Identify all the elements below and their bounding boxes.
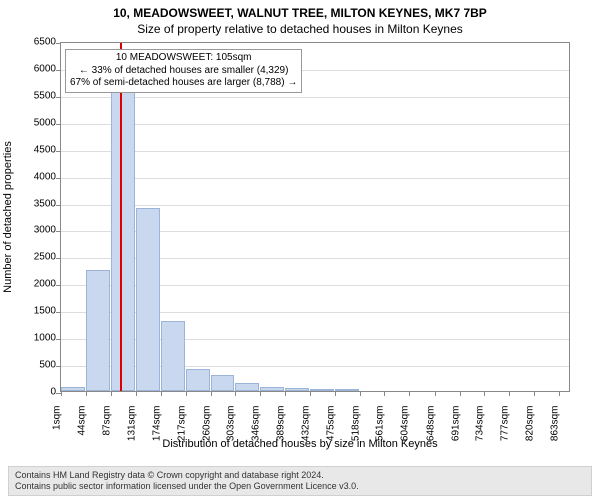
annotation-line3: 67% of semi-detached houses are larger (… <box>70 77 297 90</box>
xtick-mark <box>161 391 162 396</box>
gridline <box>61 124 569 125</box>
ytick-label: 5000 <box>34 117 56 128</box>
xtick-mark <box>484 391 485 396</box>
ytick-label: 1500 <box>34 306 56 317</box>
ytick-mark <box>56 285 61 286</box>
ytick-mark <box>56 339 61 340</box>
xtick-mark <box>360 391 361 396</box>
ytick-mark <box>56 205 61 206</box>
annotation-line2: ← 33% of detached houses are smaller (4,… <box>70 65 297 78</box>
histogram-bar <box>211 375 235 391</box>
xtick-mark <box>335 391 336 396</box>
histogram-bar <box>161 321 185 391</box>
ytick-mark <box>56 70 61 71</box>
chart-title-line1: 10, MEADOWSWEET, WALNUT TREE, MILTON KEY… <box>0 6 600 20</box>
ytick-label: 6000 <box>34 63 56 74</box>
ytick-label: 4500 <box>34 144 56 155</box>
attribution-line1: Contains HM Land Registry data © Crown c… <box>15 470 585 481</box>
annotation-box: 10 MEADOWSWEET: 105sqm ← 33% of detached… <box>65 49 302 93</box>
histogram-bar <box>310 389 334 391</box>
gridline <box>61 178 569 179</box>
attribution-line2: Contains public sector information licen… <box>15 481 585 492</box>
gridline <box>61 205 569 206</box>
annotation-line1: 10 MEADOWSWEET: 105sqm <box>70 52 297 65</box>
xtick-mark <box>384 391 385 396</box>
ytick-mark <box>56 178 61 179</box>
xtick-mark <box>86 391 87 396</box>
property-marker-line <box>120 43 122 391</box>
ytick-label: 3500 <box>34 198 56 209</box>
ytick-label: 2500 <box>34 252 56 263</box>
histogram-bar <box>335 389 359 391</box>
xtick-mark <box>559 391 560 396</box>
xtick-mark <box>460 391 461 396</box>
chart-title-line2: Size of property relative to detached ho… <box>0 22 600 36</box>
ytick-mark <box>56 231 61 232</box>
plot-area: 10 MEADOWSWEET: 105sqm ← 33% of detached… <box>60 42 570 392</box>
xtick-mark <box>260 391 261 396</box>
xtick-mark <box>285 391 286 396</box>
xtick-mark <box>211 391 212 396</box>
histogram-bar <box>235 383 259 391</box>
xtick-mark <box>136 391 137 396</box>
histogram-bar <box>260 387 284 391</box>
xtick-mark <box>111 391 112 396</box>
ytick-mark <box>56 312 61 313</box>
xtick-mark <box>235 391 236 396</box>
ytick-label: 0 <box>50 387 56 398</box>
xtick-mark <box>409 391 410 396</box>
ytick-mark <box>56 97 61 98</box>
attribution-box: Contains HM Land Registry data © Crown c… <box>8 466 592 497</box>
y-axis-label: Number of detached properties <box>2 141 14 293</box>
histogram-bar <box>61 387 85 391</box>
xtick-mark <box>435 391 436 396</box>
ytick-label: 500 <box>39 360 56 371</box>
ytick-label: 4000 <box>34 171 56 182</box>
ytick-label: 3000 <box>34 225 56 236</box>
ytick-mark <box>56 151 61 152</box>
ytick-mark <box>56 43 61 44</box>
ytick-label: 5500 <box>34 90 56 101</box>
ytick-mark <box>56 124 61 125</box>
ytick-label: 2000 <box>34 279 56 290</box>
histogram-bar <box>111 87 135 391</box>
histogram-bar <box>86 270 110 391</box>
histogram-bar <box>186 369 210 391</box>
xtick-mark <box>310 391 311 396</box>
ytick-label: 6500 <box>34 37 56 48</box>
ytick-mark <box>56 366 61 367</box>
gridline <box>61 151 569 152</box>
xtick-mark <box>186 391 187 396</box>
histogram-bar <box>136 208 160 391</box>
xtick-mark <box>61 391 62 396</box>
histogram-bar <box>285 388 309 391</box>
gridline <box>61 97 569 98</box>
ytick-label: 1000 <box>34 333 56 344</box>
xtick-mark <box>534 391 535 396</box>
xtick-mark <box>509 391 510 396</box>
ytick-mark <box>56 258 61 259</box>
